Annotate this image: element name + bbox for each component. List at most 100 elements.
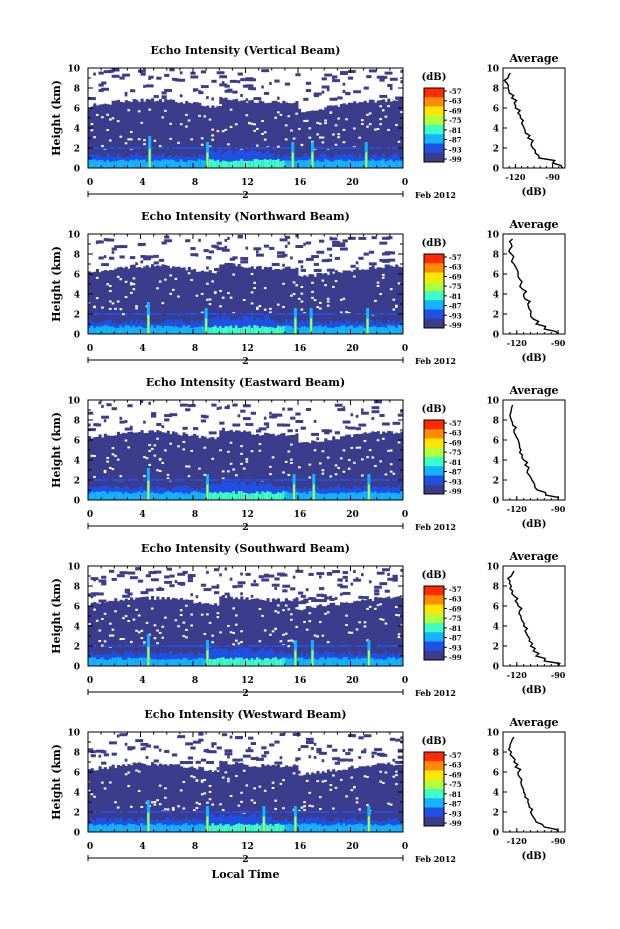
data-gap [124, 439, 128, 442]
colorbar-swatch [424, 475, 444, 481]
echo-cell [345, 147, 349, 149]
echo-cell [284, 479, 288, 481]
echo-cell [269, 815, 273, 832]
data-gap [119, 475, 123, 478]
echo-cell [347, 767, 351, 832]
colorbar-swatch [424, 447, 444, 453]
echo-cell [376, 479, 380, 481]
echo-cell [368, 766, 372, 832]
date-day: 2 [242, 523, 248, 533]
echo-cell [282, 268, 286, 334]
data-gap [153, 803, 157, 806]
echo-cell [376, 327, 380, 334]
y-tick-label: 10 [67, 729, 80, 739]
echo-cell [140, 260, 144, 264]
echo-cell [95, 592, 104, 596]
echo-cell [98, 766, 102, 832]
echo-cell [313, 92, 322, 96]
echo-cell [316, 659, 320, 666]
echo-cell [166, 817, 170, 832]
echo-cell [368, 160, 372, 168]
echo-cell [221, 479, 225, 481]
echo-cell [214, 591, 220, 595]
echo-cell [106, 825, 110, 832]
echo-cell [334, 431, 340, 435]
echo-cell [137, 313, 141, 315]
echo-cell [379, 658, 383, 666]
echo-cell [132, 658, 136, 666]
x-tick-label: 8 [192, 842, 198, 852]
data-gap [353, 275, 356, 278]
echo-cell [185, 270, 189, 334]
echo-cell [397, 764, 401, 832]
data-gap [169, 442, 172, 445]
echo-cell [245, 493, 249, 500]
echo-cell [387, 657, 391, 666]
echo-cell [177, 479, 181, 481]
echo-cell [274, 100, 278, 168]
date-day: 2 [242, 191, 248, 201]
echo-cell [376, 825, 380, 832]
echo-cell [203, 645, 207, 647]
echo-cell [279, 103, 283, 168]
average-y-tick-label: 10 [486, 231, 499, 241]
echo-cell [321, 811, 325, 813]
data-gap [290, 443, 293, 446]
echo-cell [345, 326, 349, 334]
echo-cell [392, 421, 401, 425]
echo-cell [345, 91, 351, 95]
echo-cell [245, 246, 249, 250]
echo-cell [303, 491, 307, 500]
echo-cell [274, 645, 278, 647]
echo-cell [229, 649, 233, 666]
echo-cell [298, 442, 302, 500]
data-gap [392, 472, 396, 475]
colorbar-swatch [424, 618, 444, 624]
echo-cell [353, 147, 357, 149]
echo-cell [290, 657, 294, 666]
echo-cell [103, 767, 107, 832]
x-tick-label: 0 [87, 344, 93, 354]
echo-cell [148, 492, 152, 500]
data-gap [337, 117, 340, 120]
panel-title: Echo Intensity (Westward Beam) [144, 708, 346, 721]
echo-cell [206, 266, 209, 270]
echo-cell [248, 766, 252, 832]
data-gap [95, 276, 99, 279]
echo-cell [235, 657, 239, 666]
echo-cell [103, 433, 107, 500]
echo-cell [300, 426, 306, 430]
echo-cell [190, 103, 194, 168]
echo-cell [329, 602, 333, 666]
echo-cell [109, 766, 113, 832]
echo-cell [292, 268, 296, 334]
echo-cell [190, 75, 199, 79]
echo-cell [206, 760, 214, 764]
y-tick-label: 10 [67, 65, 80, 75]
echo-cell [143, 811, 147, 813]
data-gap [263, 131, 267, 134]
echo-cell [140, 485, 144, 500]
heatmap [88, 732, 403, 832]
echo-cell [164, 749, 170, 753]
echo-cell [345, 161, 349, 168]
echo-cell [179, 651, 183, 666]
echo-cell [350, 413, 354, 417]
echo-cell [313, 742, 317, 746]
echo-cell [342, 313, 346, 315]
echo-cell [374, 652, 378, 666]
data-gap [172, 807, 175, 810]
echo-cell [261, 600, 265, 666]
echo-cell [324, 493, 328, 500]
date-month: Feb 2012 [415, 190, 456, 200]
echo-cell [355, 427, 361, 431]
echo-cell [287, 313, 291, 315]
echo-cell [319, 645, 323, 647]
echo-cell [98, 492, 102, 500]
echo-cell [103, 602, 107, 666]
echo-cell [124, 659, 128, 666]
echo-cell [122, 594, 130, 598]
echo-cell [400, 824, 403, 832]
echo-cell [208, 811, 212, 813]
echo-cell [337, 645, 341, 647]
